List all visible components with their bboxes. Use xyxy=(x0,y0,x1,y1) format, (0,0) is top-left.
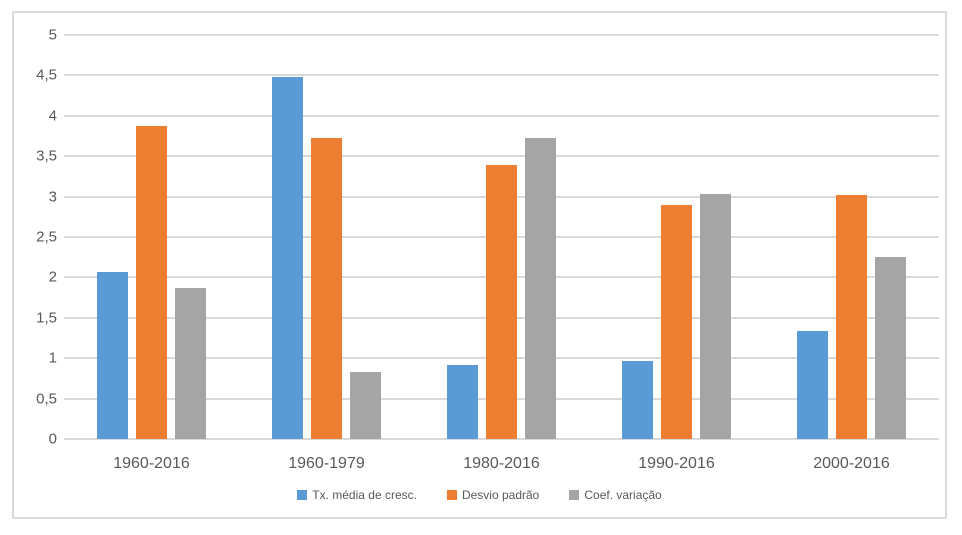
plot-area xyxy=(64,34,939,440)
x-axis-tick-label: 1990-2016 xyxy=(638,455,715,472)
legend-swatch-icon xyxy=(569,490,580,500)
bar-group-1960-1979 xyxy=(239,35,414,439)
bar-group-2000-2016 xyxy=(764,35,939,439)
bar-Coef. variação-1990-2016 xyxy=(700,194,731,439)
legend-swatch-icon xyxy=(297,490,308,500)
legend: Tx. média de cresc. Desvio padrão Coef. va… xyxy=(14,485,945,505)
y-axis-tick-label: 3 xyxy=(48,188,57,206)
gridline xyxy=(64,114,939,117)
legend-item-label: Coef. variação xyxy=(584,488,662,502)
bar-Coef. variação-1960-2016 xyxy=(175,287,206,439)
bar-group-1990-2016 xyxy=(589,35,764,439)
bar-group-1960-2016 xyxy=(64,35,239,439)
x-axis-tick-label: 2000-2016 xyxy=(813,455,890,472)
bar-Tx. média de cresc.-2000-2016 xyxy=(797,330,828,439)
gridline xyxy=(64,74,939,77)
bar-Tx. média de cresc.-1990-2016 xyxy=(622,361,653,439)
x-axis-tick-label: 1980-2016 xyxy=(463,455,540,472)
y-axis-tick-label: 4,5 xyxy=(36,66,57,84)
y-axis-tick-label: 5 xyxy=(48,26,57,44)
y-axis-tick-label: 4 xyxy=(48,107,57,125)
gridline xyxy=(64,34,939,36)
legend-item-label: Tx. média de cresc. xyxy=(312,488,417,502)
x-axis-tick-label: 1960-2016 xyxy=(113,455,190,472)
bar-Coef. variação-2000-2016 xyxy=(875,257,906,439)
chart-frame: 0 0,5 1 1,5 2 2,5 3 3,5 4 4,5 5 1960-2016 1960-1979… xyxy=(12,11,947,519)
x-axis-line xyxy=(64,438,939,440)
y-axis-tick-label: 1 xyxy=(48,349,57,367)
y-axis-tick-label: 0,5 xyxy=(36,390,57,408)
bar-Coef. variação-1980-2016 xyxy=(525,138,556,439)
bar-Desvio padrão-1960-1979 xyxy=(311,137,342,439)
bar-Desvio padrão-1990-2016 xyxy=(661,204,692,439)
bar-Desvio padrão-1960-2016 xyxy=(136,126,167,439)
y-axis-tick-label: 3,5 xyxy=(36,147,57,165)
bar-Desvio padrão-2000-2016 xyxy=(836,194,867,439)
bar-Coef. variação-1960-1979 xyxy=(350,371,381,439)
bar-Desvio padrão-1980-2016 xyxy=(486,165,517,439)
legend-item-label: Desvio padrão xyxy=(461,488,540,502)
y-axis-tick-label: 0 xyxy=(48,430,57,448)
y-axis-tick-label: 2,5 xyxy=(36,228,57,246)
legend-item-Coef. variação: Coef. variação xyxy=(569,488,662,502)
bar-group-1980-2016 xyxy=(414,35,589,439)
x-axis-labels: 1960-2016 1960-1979 1980-2016 1990-2016 2000… xyxy=(64,453,939,475)
bar-Tx. média de cresc.-1960-2016 xyxy=(97,271,128,439)
y-axis-labels: 0 0,5 1 1,5 2 2,5 3 3,5 4 4,5 5 xyxy=(14,28,57,447)
legend-item-Desvio padrão: Desvio padrão xyxy=(446,488,540,502)
y-axis-tick-label: 2 xyxy=(48,268,57,286)
gridline xyxy=(64,155,939,158)
bar-Tx. média de cresc.-1980-2016 xyxy=(447,365,478,439)
legend-swatch-icon xyxy=(446,490,457,500)
x-axis-tick-label: 1960-1979 xyxy=(288,455,365,472)
y-axis-tick-label: 1,5 xyxy=(36,309,57,327)
legend-item-Tx. média de cresc.: Tx. média de cresc. xyxy=(297,488,417,502)
bar-Tx. média de cresc.-1960-1979 xyxy=(272,77,303,439)
